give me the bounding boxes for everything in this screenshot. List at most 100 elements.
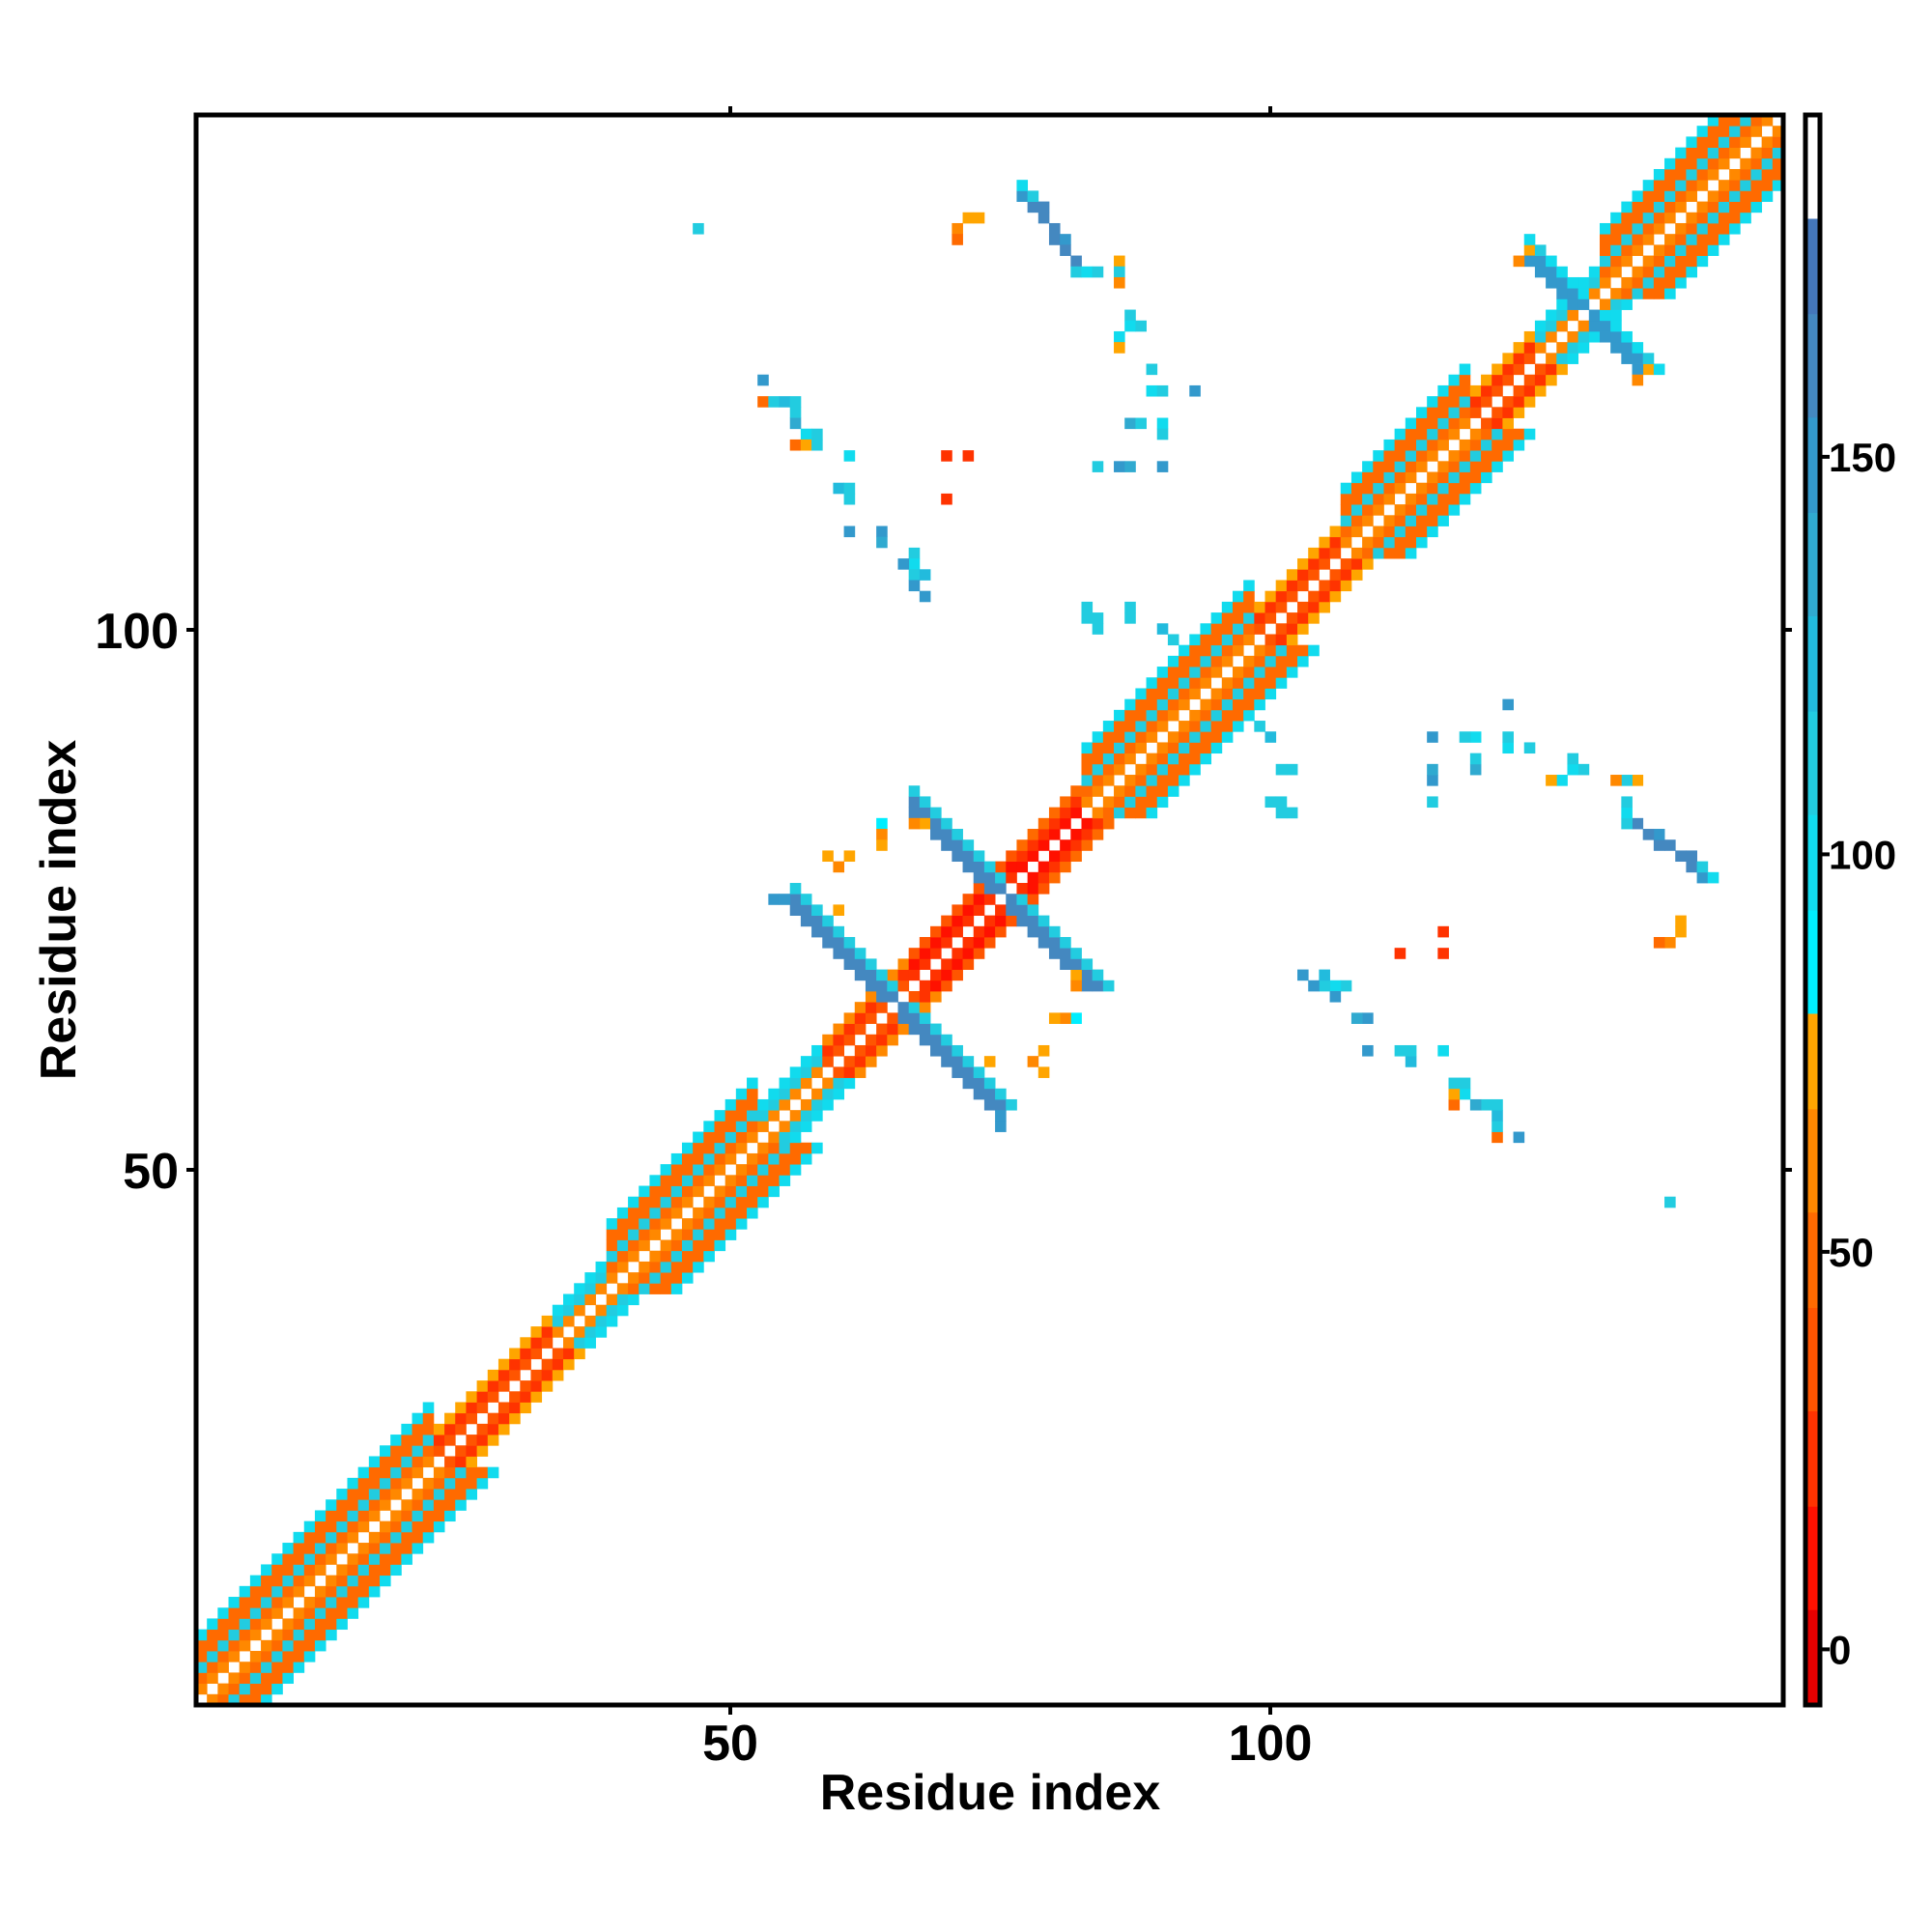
heatmap-cell: [455, 1456, 467, 1468]
heatmap-cell: [1707, 190, 1719, 202]
heatmap-cell: [616, 1207, 629, 1219]
heatmap-cell: [497, 1423, 510, 1435]
heatmap-cell: [1362, 461, 1374, 472]
heatmap-cell: [1340, 558, 1352, 570]
heatmap-cell: [1124, 417, 1136, 430]
heatmap-cell: [390, 1531, 402, 1544]
heatmap-cell: [1167, 634, 1179, 646]
heatmap-cell: [1686, 861, 1697, 873]
heatmap-cell: [919, 936, 931, 949]
heatmap-cell: [293, 1531, 305, 1544]
heatmap-cell: [476, 1423, 489, 1435]
heatmap-cell: [1427, 471, 1438, 484]
heatmap-cell: [1415, 417, 1428, 430]
heatmap-cell: [1362, 1044, 1374, 1057]
heatmap-cell: [1124, 461, 1136, 472]
heatmap-cell: [1081, 266, 1094, 278]
heatmap-cell: [1221, 721, 1234, 732]
heatmap-cell: [1750, 190, 1763, 202]
heatmap-cell: [1037, 817, 1050, 830]
heatmap-cell: [897, 1002, 910, 1013]
heatmap-cell: [228, 1651, 241, 1662]
heatmap-cell: [649, 1261, 662, 1273]
heatmap-cell: [714, 1110, 726, 1122]
heatmap-cell: [422, 1531, 435, 1544]
heatmap-cell: [1383, 450, 1396, 462]
heatmap-cell: [1167, 785, 1179, 797]
heatmap-cell: [908, 807, 921, 819]
heatmap-cell: [1156, 417, 1169, 430]
heatmap-cell: [952, 222, 963, 235]
heatmap-cell: [1167, 753, 1179, 765]
heatmap-cell: [681, 1152, 694, 1165]
heatmap-cell: [854, 969, 867, 981]
heatmap-cell: [1653, 839, 1665, 851]
heatmap-cell: [1513, 363, 1525, 376]
heatmap-cell: [207, 1639, 218, 1652]
heatmap-cell: [1729, 115, 1741, 127]
heatmap-cell: [747, 1152, 758, 1165]
heatmap-cell: [919, 1012, 931, 1024]
heatmap-cell: [1146, 709, 1158, 722]
heatmap-cell: [552, 1326, 564, 1338]
heatmap-cell: [779, 894, 791, 905]
heatmap-cell: [1492, 439, 1503, 451]
heatmap-cell: [1405, 493, 1417, 505]
heatmap-cell: [1740, 115, 1751, 127]
heatmap-cell: [1124, 753, 1136, 765]
heatmap-cell: [1070, 1012, 1082, 1024]
heatmap-cell: [1275, 590, 1288, 603]
heatmap-cell: [779, 1164, 791, 1176]
heatmap-cell: [541, 1369, 554, 1381]
heatmap-cell: [1167, 775, 1179, 786]
heatmap-cell: [1469, 482, 1482, 495]
heatmap-cell: [1167, 709, 1179, 722]
heatmap-cell: [670, 1250, 683, 1263]
heatmap-cell: [303, 1597, 316, 1608]
heatmap-cell: [693, 1229, 704, 1240]
heatmap-cell: [1610, 255, 1622, 268]
heatmap-cell: [433, 1520, 445, 1533]
heatmap-cell: [1675, 925, 1687, 938]
heatmap-cell: [1232, 709, 1244, 722]
heatmap-cell: [1621, 775, 1633, 786]
heatmap-cell: [1513, 439, 1525, 451]
heatmap-cell: [1750, 201, 1763, 213]
heatmap-cell: [703, 1229, 715, 1240]
heatmap-cell: [1523, 330, 1536, 343]
heatmap-cell: [1221, 709, 1234, 722]
heatmap-cell: [466, 1489, 477, 1500]
heatmap-cell: [768, 894, 780, 905]
heatmap-cell: [660, 1196, 672, 1208]
heatmap-cell: [368, 1564, 381, 1577]
heatmap-cell: [1577, 298, 1590, 310]
heatmap-cell: [639, 1218, 650, 1230]
heatmap-cell: [228, 1693, 241, 1706]
heatmap-cell: [1006, 861, 1017, 873]
heatmap-cell: [1740, 212, 1751, 224]
heatmap-cell: [1696, 861, 1709, 873]
heatmap-cell: [357, 1489, 370, 1500]
heatmap-cell: [983, 871, 996, 884]
heatmap-cell: [1081, 969, 1094, 981]
heatmap-cell: [1350, 493, 1363, 505]
heatmap-cell: [390, 1477, 402, 1490]
heatmap-cell: [639, 1272, 650, 1284]
heatmap-cell: [347, 1597, 359, 1608]
heatmap-cell: [768, 1142, 780, 1154]
heatmap-cell: [1448, 417, 1461, 430]
heatmap-cell: [865, 958, 877, 970]
heatmap-cell: [1016, 894, 1029, 905]
heatmap-cell: [930, 948, 942, 959]
heatmap-cell: [757, 1185, 769, 1198]
heatmap-cell: [779, 1077, 791, 1090]
heatmap-cell: [724, 1121, 737, 1132]
heatmap-cell: [1167, 688, 1179, 700]
heatmap-cell: [660, 1164, 672, 1176]
heatmap-cell: [444, 1423, 456, 1435]
heatmap-cell: [1610, 244, 1622, 256]
heatmap-cell: [1092, 742, 1104, 754]
heatmap-cell: [1405, 536, 1417, 549]
heatmap-cell: [1221, 612, 1234, 624]
